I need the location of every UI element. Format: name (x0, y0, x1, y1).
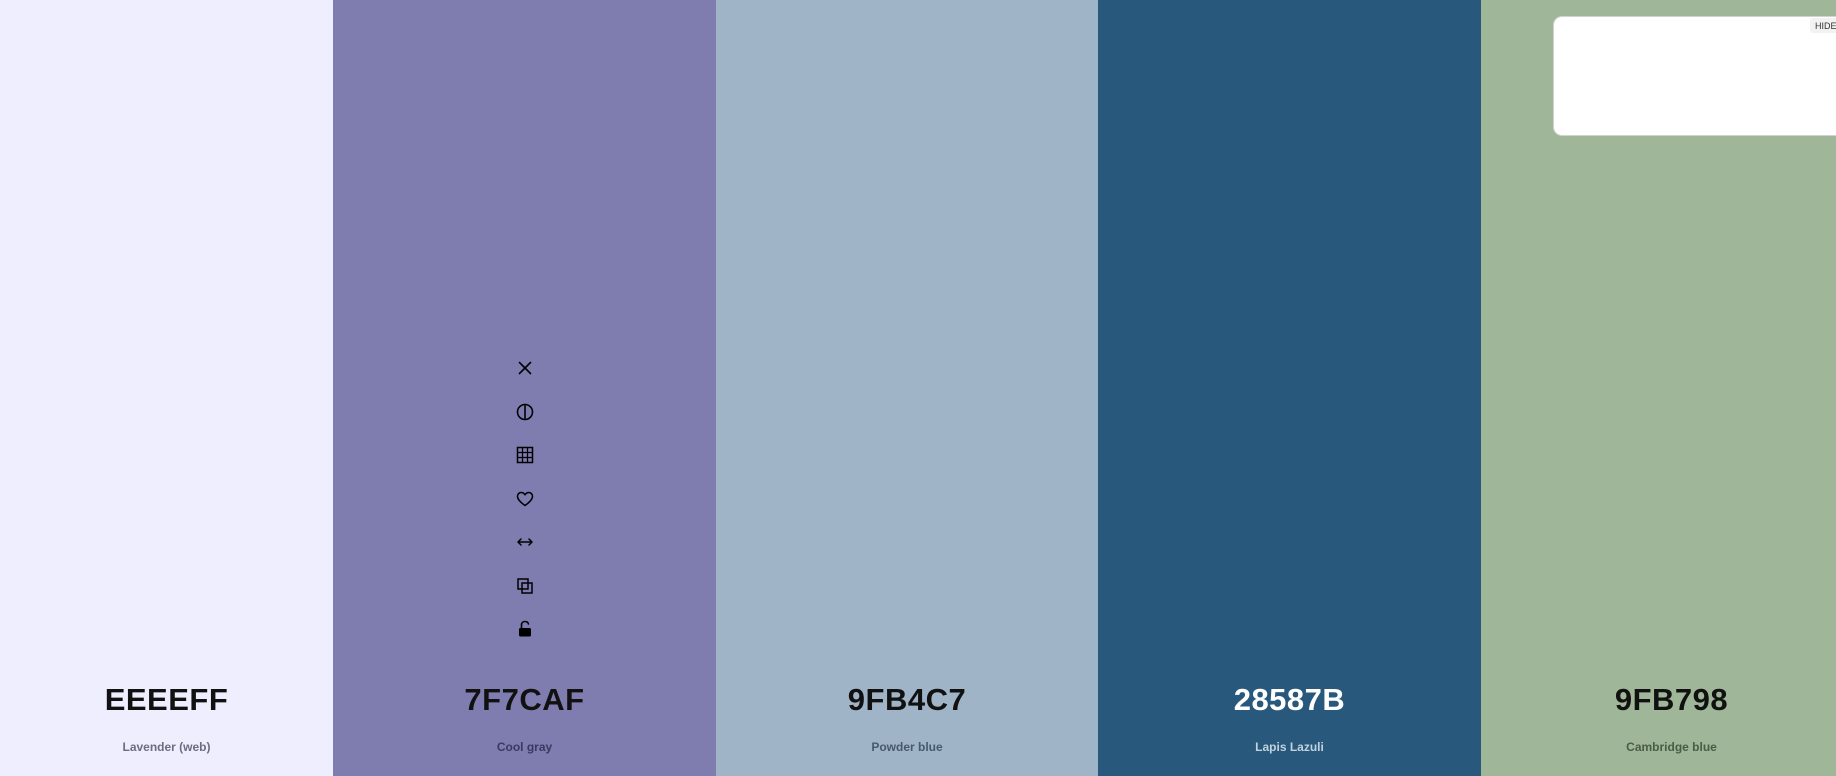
unlock-icon (518, 620, 531, 637)
toggle-lock-button[interactable] (513, 617, 537, 641)
swatch-toolbar (511, 356, 539, 661)
shades-icon (516, 446, 533, 464)
drag-color-handle[interactable] (513, 530, 537, 554)
hex-code[interactable]: EEEEFF (104, 682, 229, 717)
save-color-button[interactable] (513, 487, 537, 511)
color-swatch-lapis-lazuli[interactable]: 28587B Lapis Lazuli (1098, 0, 1481, 776)
heart-icon (516, 491, 533, 506)
copy-icon (516, 577, 533, 594)
remove-color-button[interactable] (513, 356, 537, 380)
popup-panel (1553, 16, 1836, 136)
close-icon (518, 361, 531, 375)
hex-code[interactable]: 28587B (1233, 682, 1346, 717)
color-name[interactable]: Cambridge blue (1626, 740, 1717, 754)
color-swatch-powder-blue[interactable]: 9FB4C7 Powder blue (716, 0, 1098, 776)
hex-code[interactable]: 9FB4C7 (847, 682, 967, 717)
color-name[interactable]: Cool gray (496, 740, 553, 754)
view-shades-button[interactable] (513, 443, 537, 467)
hex-code[interactable]: 7F7CAF (464, 682, 585, 717)
color-name[interactable]: Powder blue (871, 740, 943, 754)
copy-hex-button[interactable] (513, 574, 537, 598)
view-shades-contrast-button[interactable] (513, 400, 537, 424)
color-name[interactable]: Lapis Lazuli (1255, 740, 1324, 754)
hex-code[interactable]: 9FB798 (1614, 682, 1729, 717)
color-swatch-cool-gray[interactable]: 7F7CAF Cool gray (333, 0, 716, 776)
contrast-icon (516, 403, 533, 420)
color-swatch-lavender[interactable]: EEEEFF Lavender (web) (0, 0, 333, 776)
color-name[interactable]: Lavender (web) (122, 740, 211, 754)
drag-arrows-icon (516, 538, 533, 546)
hide-button[interactable]: HIDE (1810, 18, 1836, 33)
